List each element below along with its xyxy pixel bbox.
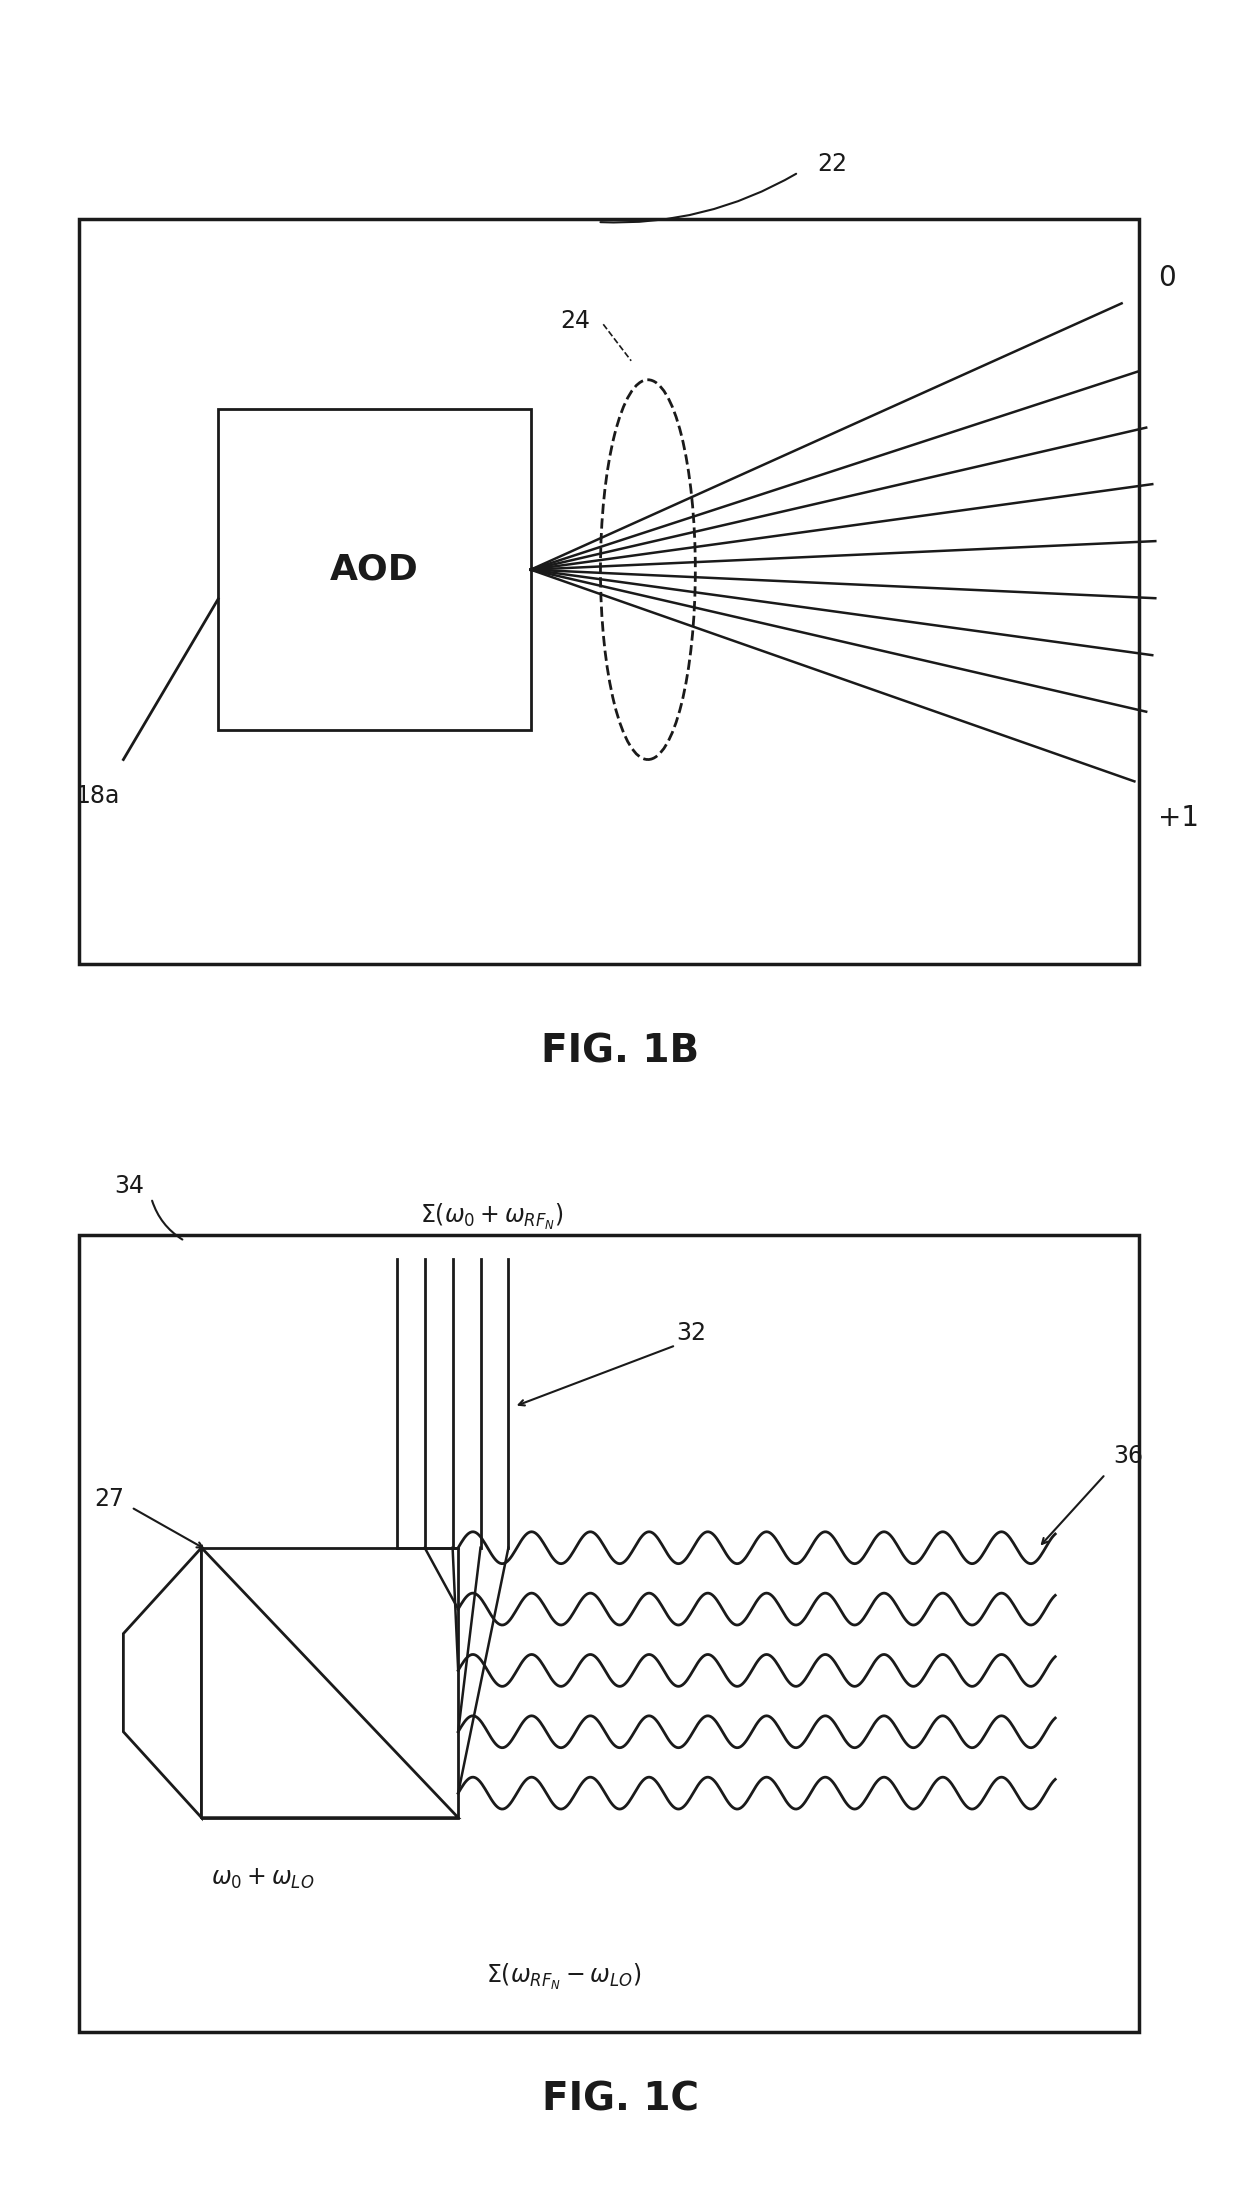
Text: 0: 0 <box>1158 263 1176 291</box>
Text: 36: 36 <box>1112 1444 1143 1468</box>
Text: 34: 34 <box>114 1174 144 1198</box>
Text: 27: 27 <box>94 1488 124 1510</box>
Text: $\Sigma(\omega_{RF_N} - \omega_{LO})$: $\Sigma(\omega_{RF_N} - \omega_{LO})$ <box>486 1963 642 1992</box>
Polygon shape <box>124 1547 201 1819</box>
Text: FIG. 1B: FIG. 1B <box>541 1032 699 1071</box>
Polygon shape <box>201 1547 459 1819</box>
Text: 18a: 18a <box>76 784 120 808</box>
Text: +1: +1 <box>1158 804 1199 833</box>
FancyBboxPatch shape <box>79 1236 1140 2033</box>
Text: FIG. 1C: FIG. 1C <box>542 2081 698 2119</box>
FancyBboxPatch shape <box>79 219 1140 964</box>
FancyBboxPatch shape <box>218 410 531 730</box>
Text: AOD: AOD <box>330 552 419 587</box>
Text: 24: 24 <box>560 309 590 333</box>
Text: $\Sigma(\omega_0 + \omega_{RF_N})$: $\Sigma(\omega_0 + \omega_{RF_N})$ <box>419 1201 564 1231</box>
Text: 32: 32 <box>676 1321 706 1345</box>
Text: 22: 22 <box>817 151 847 175</box>
Text: $\omega_0 + \omega_{LO}$: $\omega_0 + \omega_{LO}$ <box>211 1867 315 1891</box>
FancyBboxPatch shape <box>201 1547 459 1819</box>
